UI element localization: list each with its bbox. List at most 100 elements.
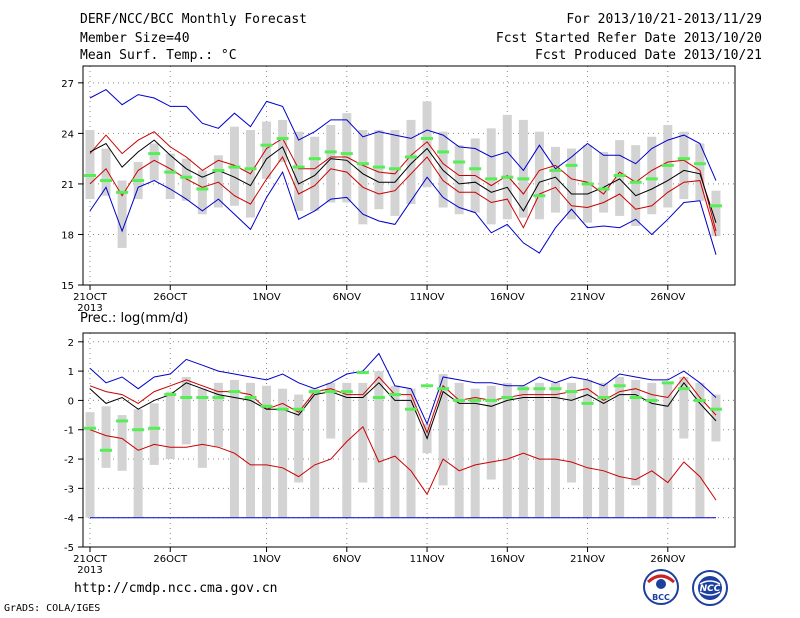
member-marker (372, 165, 385, 169)
panel-label: Prec.: log(mm/d) (80, 311, 188, 326)
x-tick-label: 26NOV (650, 554, 685, 565)
member-marker (469, 398, 482, 402)
member-marker (405, 155, 417, 159)
range-box (294, 394, 304, 483)
x-tick-label: 21NOV (570, 292, 605, 303)
member-marker (276, 136, 289, 140)
range-box (85, 130, 95, 200)
x-tick-label: 16NOV (490, 292, 525, 303)
forecast-produced-date: Fcst Produced Date 2013/10/21 (535, 48, 762, 63)
range-box (133, 409, 143, 518)
x-year-label: 2013 (77, 303, 102, 314)
member-marker (469, 167, 482, 171)
range-box (679, 376, 689, 439)
member-marker (196, 187, 209, 191)
member-marker (180, 395, 193, 399)
y-tick-label: -4 (64, 514, 74, 525)
member-size: Member Size=40 (80, 31, 190, 46)
range-box (246, 382, 255, 518)
range-box (631, 379, 641, 486)
range-box (583, 379, 593, 518)
range-box (486, 385, 496, 480)
member-marker (356, 162, 369, 166)
member-marker (405, 407, 417, 411)
range-box (117, 180, 127, 248)
range-box (486, 128, 496, 225)
member-marker (645, 177, 658, 181)
member-marker (164, 393, 177, 397)
member-marker (565, 390, 578, 394)
member-marker (276, 407, 289, 411)
lower-quantile-line (89, 155, 717, 237)
member-marker (292, 407, 305, 411)
range-box (615, 140, 625, 216)
y-tick-label: -3 (64, 484, 74, 495)
member-marker (372, 395, 385, 399)
range-box (197, 388, 207, 468)
y-tick-label: -1 (64, 426, 74, 437)
member-marker (581, 182, 594, 186)
upper-quantile-line (89, 376, 717, 435)
grads-credit: GrADS: COLA/IGES (4, 603, 101, 614)
member-marker (308, 157, 321, 161)
member-marker (517, 177, 530, 181)
range-box (181, 376, 191, 445)
x-tick-label: 21NOV (570, 554, 605, 565)
range-box (165, 391, 175, 460)
range-box (262, 121, 272, 179)
range-box (197, 170, 207, 215)
member-marker (180, 175, 193, 179)
x-tick-label: 1NOV (252, 554, 281, 565)
member-marker (132, 428, 145, 432)
x-tick-label: 21OCT (73, 554, 108, 565)
member-marker (308, 390, 321, 394)
member-marker (212, 168, 225, 172)
range-box (326, 124, 336, 203)
member-marker (84, 174, 96, 177)
range-box (374, 371, 384, 518)
forecast-period: For 2013/10/21-2013/11/29 (566, 12, 762, 27)
ncc-logo-text: NCC (700, 584, 721, 594)
member-marker (244, 167, 257, 171)
y-tick-label: 18 (61, 230, 74, 241)
y-tick-label: 0 (68, 396, 74, 407)
member-marker (356, 371, 369, 375)
range-box (101, 406, 111, 468)
range-box (599, 382, 609, 518)
range-box (567, 148, 576, 220)
x-year-label: 2013 (77, 565, 102, 576)
forecast-start-date: Fcst Started Refer Date 2013/10/20 (495, 31, 762, 46)
minimum-line (89, 170, 717, 255)
range-box (663, 382, 673, 518)
member-marker (597, 187, 610, 191)
range-box (342, 382, 352, 518)
range-box (390, 385, 400, 518)
y-tick-label: 1 (68, 367, 74, 378)
member-marker (661, 381, 674, 385)
range-box (534, 382, 544, 518)
source-url[interactable]: http://cmdp.ncc.cma.gov.cn (74, 581, 278, 596)
member-marker (613, 174, 626, 177)
member-marker (565, 163, 578, 167)
member-marker (453, 398, 466, 402)
member-marker (693, 162, 706, 166)
range-box (550, 382, 560, 518)
member-marker (340, 152, 353, 156)
member-marker (212, 395, 225, 399)
range-box (149, 143, 159, 181)
member-marker (388, 167, 401, 171)
x-tick-label: 6NOV (333, 292, 362, 303)
range-box (550, 146, 560, 213)
range-box (262, 385, 272, 518)
member-marker (292, 165, 305, 169)
member-marker (597, 395, 610, 399)
x-tick-label: 16NOV (490, 554, 525, 565)
member-marker (324, 150, 337, 154)
variable-label: Mean Surf. Temp.: °C (80, 48, 237, 63)
member-marker (709, 407, 722, 411)
member-marker (533, 194, 546, 198)
plot-frame (82, 65, 736, 286)
x-tick-label: 21OCT (73, 292, 108, 303)
x-tick-label: 11NOV (410, 554, 445, 565)
